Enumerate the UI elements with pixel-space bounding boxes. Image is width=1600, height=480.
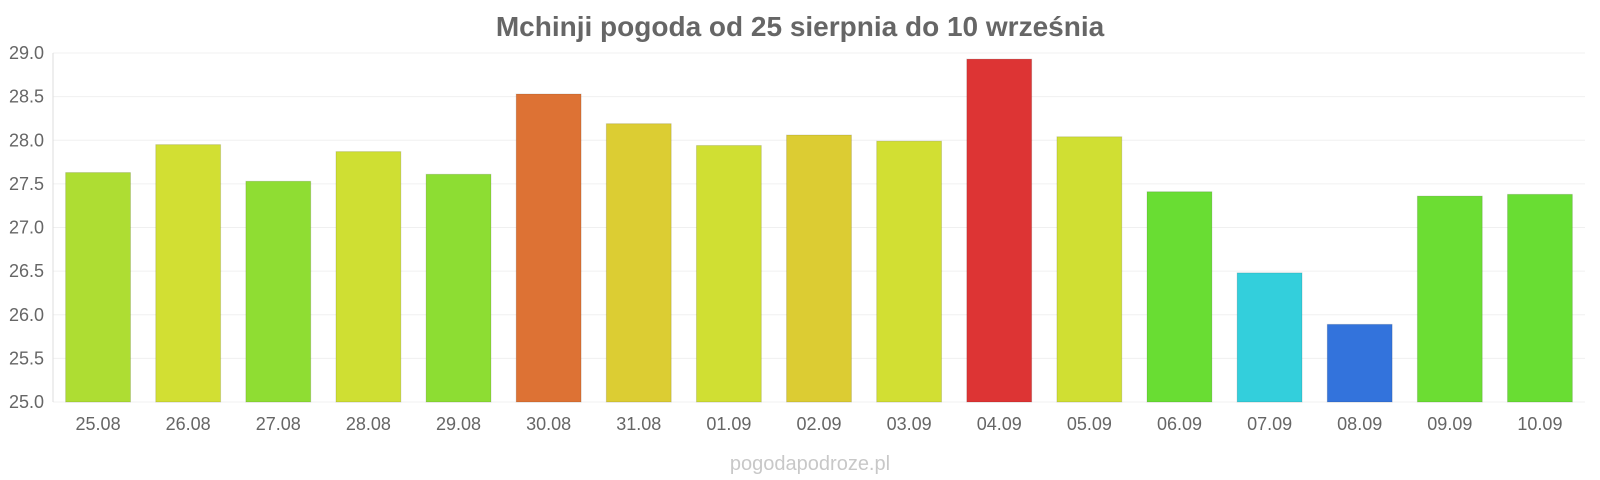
x-tick-label: 07.09 [1247,414,1292,434]
x-tick-label: 28.08 [346,414,391,434]
bar-08.09 [1326,323,1393,403]
x-tick-label: 02.09 [796,414,841,434]
y-tick-label: 28.5 [9,87,44,107]
y-tick-label: 25.5 [9,348,44,368]
bar-03.09 [876,140,943,403]
x-tick-label: 30.08 [526,414,571,434]
bar-26.08 [155,144,222,403]
x-axis: 25.08 26.08 27.08 28.08 29.08 30.08 31.08 01.09… [76,414,1563,434]
y-tick-label: 27.5 [9,174,44,194]
y-tick-label: 25.0 [9,392,44,412]
bar-10.09 [1506,193,1573,403]
x-tick-label: 08.09 [1337,414,1382,434]
watermark: pogodapodroze.pl [730,453,890,475]
y-tick-label: 26.5 [9,261,44,281]
bar-27.08 [245,180,312,403]
x-tick-label: 05.09 [1067,414,1112,434]
bar-31.08 [605,123,672,403]
x-tick-label: 26.08 [166,414,211,434]
y-axis: 25.0 25.5 26.0 26.5 27.0 27.5 28.0 28.5 29.0 [9,43,44,412]
bar-25.08 [65,172,132,403]
y-tick-label: 26.0 [9,305,44,325]
x-tick-label: 01.09 [706,414,751,434]
x-tick-label: 29.08 [436,414,481,434]
chart-title: Mchinji pogoda od 25 sierpnia do 10 wrze… [496,11,1105,42]
x-tick-label: 27.08 [256,414,301,434]
x-tick-label: 25.08 [76,414,121,434]
x-tick-label: 31.08 [616,414,661,434]
y-tick-label: 27.0 [9,218,44,238]
bar-01.09 [695,144,762,403]
x-tick-label: 03.09 [887,414,932,434]
bar-28.08 [335,151,402,403]
bars [65,58,1573,403]
bar-07.09 [1236,272,1303,403]
x-tick-label: 06.09 [1157,414,1202,434]
bar-05.09 [1056,136,1123,403]
x-tick-label: 09.09 [1427,414,1472,434]
bar-04.09 [966,58,1033,403]
bar-09.09 [1416,195,1483,403]
y-tick-label: 28.0 [9,130,44,150]
x-tick-label: 10.09 [1517,414,1562,434]
y-tick-label: 29.0 [9,43,44,63]
bar-30.08 [515,93,582,403]
x-tick-label: 04.09 [977,414,1022,434]
bar-29.08 [425,173,492,403]
bar-06.09 [1146,191,1213,403]
bar-02.09 [786,134,852,403]
